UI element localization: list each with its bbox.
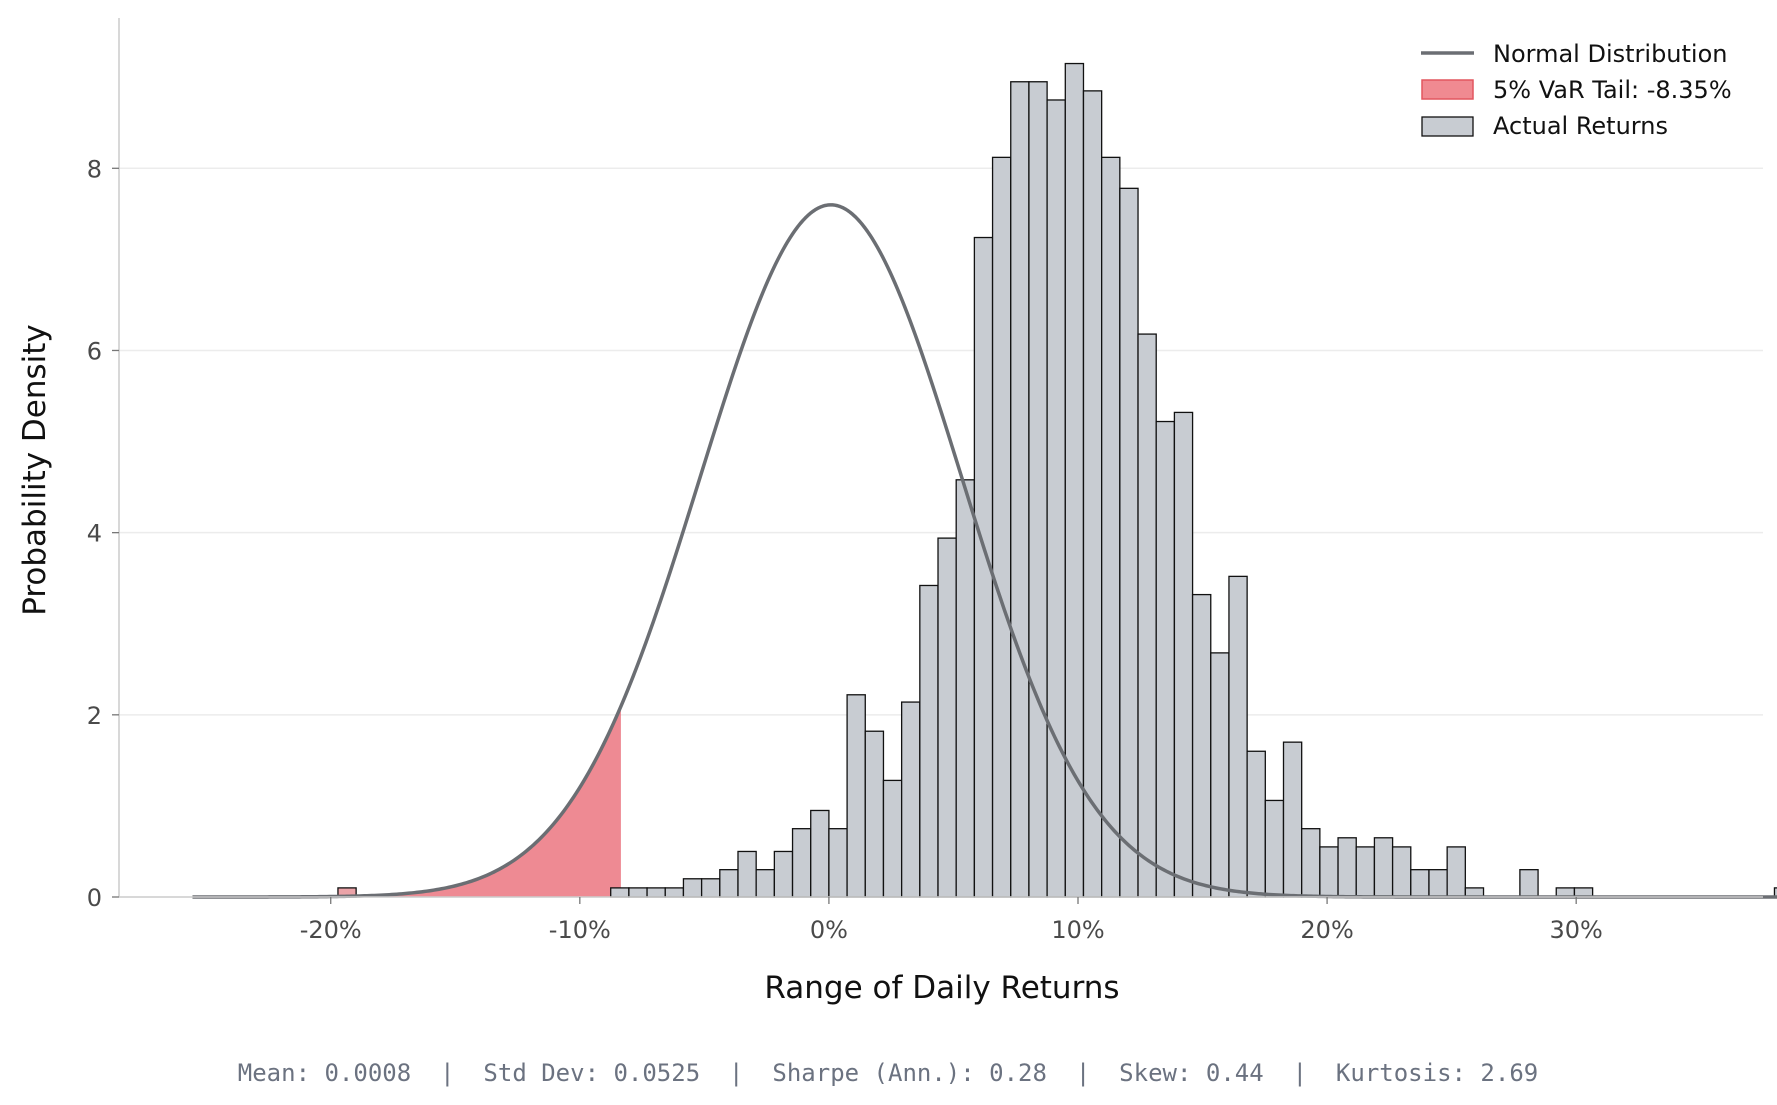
hist-bar-53 (1155, 420, 1176, 898)
hist-bar-38 (882, 779, 903, 898)
hist-bar-32 (773, 850, 794, 898)
x-tick-label-5: 30% (1550, 916, 1603, 944)
normal-curve (192, 203, 1777, 899)
hist-bar-63 (1337, 837, 1357, 898)
legend-var-tail-label: 5% VaR Tail: -8.35% (1493, 76, 1732, 104)
x-axis-title: Range of Daily Returns (764, 970, 1119, 1006)
hist-bar-73 (1519, 869, 1539, 898)
hist-bar-49 (1082, 90, 1103, 898)
histogram-bars (192, 62, 1777, 898)
legend-var-tail-swatch (1421, 79, 1474, 100)
hist-bar-61 (1301, 828, 1321, 898)
x-tick-label-2: 0% (810, 916, 848, 944)
hist-bar-42 (955, 479, 976, 898)
hist-bar-37 (864, 730, 885, 898)
x-tick-label-3: 10% (1051, 916, 1104, 944)
y-tick-label-0: 0 (87, 884, 102, 912)
y-tick-label-4: 8 (87, 155, 102, 183)
legend: Normal Distribution 5% VaR Tail: -8.35% … (1421, 40, 1732, 140)
hist-bar-62 (1319, 846, 1339, 898)
normal-curve-line (192, 203, 1777, 899)
hist-bar-39 (900, 701, 921, 898)
legend-actual-swatch (1421, 116, 1474, 137)
y-axis-title: Probability Density (17, 324, 53, 616)
hist-bar-52 (1137, 333, 1157, 898)
hist-bar-40 (919, 584, 939, 898)
axes (118, 18, 1763, 898)
var-tail-area (192, 706, 621, 897)
hist-bar-55 (1191, 593, 1212, 898)
hist-bar-66 (1391, 846, 1412, 898)
hist-bar-87 (1773, 887, 1777, 898)
hist-bar-60 (1282, 741, 1303, 898)
hist-bar-47 (1046, 99, 1066, 898)
hist-bar-35 (828, 828, 848, 898)
y-tick-label-1: 2 (87, 702, 102, 730)
hist-bar-30 (737, 850, 757, 898)
hist-bar-26 (664, 887, 685, 898)
hist-bar-46 (1028, 81, 1048, 898)
hist-bar-64 (1355, 846, 1376, 898)
hist-bar-23 (610, 887, 630, 898)
hist-bar-25 (646, 887, 666, 898)
tick-labels: -20% -10% 0% 10% 20% 30% 0 2 4 6 8 (87, 155, 1603, 944)
hist-bar-65 (1373, 837, 1394, 898)
hist-bar-54 (1173, 411, 1194, 898)
hist-bar-34 (810, 809, 830, 898)
x-tick-label-4: 20% (1300, 916, 1353, 944)
hist-bar-33 (791, 828, 812, 898)
hist-bar-41 (937, 537, 957, 898)
hist-bar-68 (1428, 869, 1448, 898)
hist-bar-45 (1010, 81, 1030, 898)
legend-actual-label: Actual Returns (1493, 112, 1668, 140)
hist-bar-69 (1446, 846, 1466, 898)
hist-bar-57 (1228, 575, 1248, 898)
hist-bar-28 (700, 878, 721, 898)
hist-bar-44 (991, 156, 1012, 898)
hist-bar-56 (1210, 652, 1230, 898)
hist-bar-50 (1101, 156, 1121, 898)
hist-bar-29 (719, 869, 739, 898)
hist-bar-27 (682, 878, 703, 898)
hist-bar-36 (846, 694, 866, 898)
hist-bar-67 (1410, 869, 1430, 898)
hist-bar-31 (755, 869, 775, 898)
hist-bar-58 (1246, 750, 1266, 898)
hist-bar-24 (628, 887, 648, 898)
x-tick-label-1: -10% (549, 916, 611, 944)
stats-footer: Mean: 0.0008 | Std Dev: 0.0525 | Sharpe … (238, 1059, 1538, 1087)
y-tick-label-3: 6 (87, 337, 102, 365)
x-tick-label-0: -20% (300, 916, 362, 944)
var-tail-fill (192, 706, 621, 897)
legend-normal-label: Normal Distribution (1493, 40, 1727, 68)
y-tick-label-2: 4 (87, 520, 102, 548)
hist-bar-59 (1264, 799, 1285, 898)
hist-bar-51 (1119, 187, 1139, 898)
